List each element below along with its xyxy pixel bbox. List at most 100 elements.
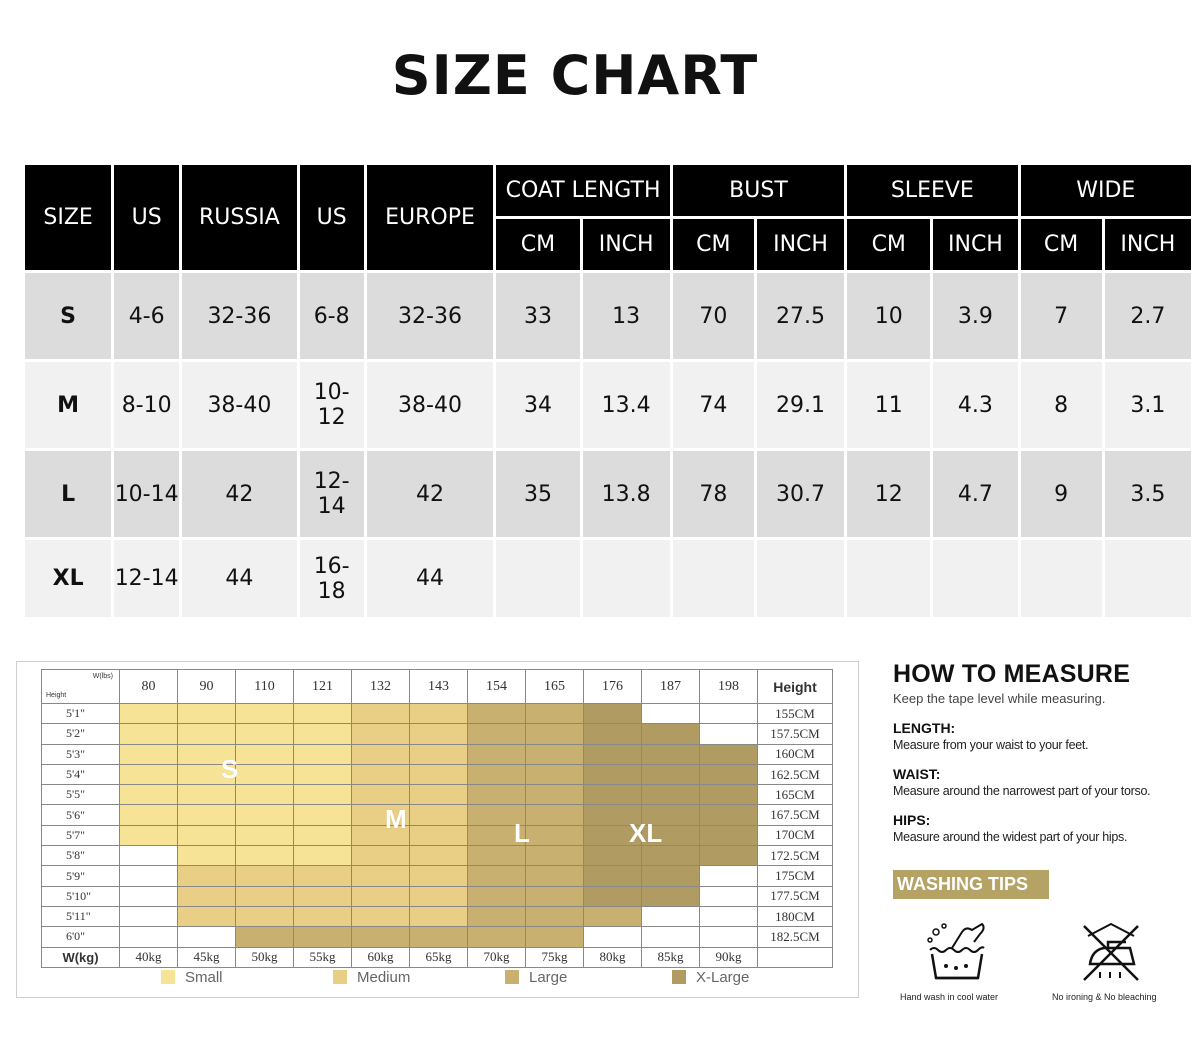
weight-lbs-cell: 154 (467, 669, 526, 704)
hand-wash-icon (927, 922, 985, 980)
table-cell: 32-36 (182, 273, 297, 359)
size-zone-cell-s (119, 784, 178, 806)
corner-cell: W(lbs) Height (41, 669, 120, 704)
size-zone-cell-m (293, 905, 352, 928)
height-weight-table: W(lbs) Height 80 90 110 121 132 143 154 165 176 187… (41, 669, 833, 968)
weight-lbs-cell: 165 (525, 669, 584, 704)
size-zone-cell-xl (583, 763, 642, 786)
table-cell (1104, 540, 1191, 617)
measure-desc-waist: Measure around the narrowest part of you… (893, 784, 1151, 798)
table-cell: 11 (847, 362, 931, 448)
zone-label-l: L (514, 818, 530, 848)
size-zone-cell-l (467, 824, 526, 847)
height-ft-cell: 5'8" (41, 845, 120, 867)
table-cell: 27.5 (756, 273, 845, 359)
size-zone-cell-xl (641, 763, 700, 786)
weight-lbs-cell: 143 (409, 669, 468, 704)
header-size: SIZE (25, 165, 112, 270)
size-zone-cell-s (293, 723, 352, 745)
table-cell: 10 (847, 273, 931, 359)
size-zone-cell-xl (699, 824, 758, 847)
size-zone-cell-m (235, 885, 294, 907)
size-zone-cell-xl (583, 784, 642, 806)
table-cell: 44 (366, 540, 494, 617)
table-cell: 8-10 (114, 362, 180, 448)
size-zone-cell-xl (583, 885, 642, 907)
page-title: SIZE CHART (391, 44, 759, 107)
empty-cell (641, 905, 700, 928)
size-zone-cell-m (177, 905, 236, 928)
height-row: 5'6" 167.5CM (41, 804, 833, 826)
size-zone-cell-m (351, 865, 410, 887)
header-cm: CM (847, 219, 931, 270)
table-cell: 70 (672, 273, 754, 359)
header-sleeve: SLEEVE (847, 165, 1018, 216)
size-zone-cell-s (235, 845, 294, 867)
empty-cell (641, 926, 700, 948)
header-wide: WIDE (1020, 165, 1191, 216)
size-zone-cell-s (293, 804, 352, 826)
table-cell: 2.7 (1104, 273, 1191, 359)
size-zone-cell-m (409, 784, 468, 806)
corner-height-label: Height (46, 692, 67, 699)
weight-kg-cell: 80kg (583, 946, 642, 968)
weight-kg-cell: 70kg (467, 946, 526, 968)
size-zone-cell-xl (641, 885, 700, 907)
size-zone-cell-xl (699, 804, 758, 826)
size-zone-cell-xl (699, 784, 758, 806)
how-to-measure-subtitle: Keep the tape level while measuring. (893, 691, 1106, 706)
size-zone-cell-l (525, 784, 584, 806)
table-cell: 42 (182, 451, 297, 537)
size-zone-cell-l (467, 763, 526, 786)
size-zone-cell-m (293, 885, 352, 907)
table-cell (672, 540, 754, 617)
size-zone-cell-m (351, 723, 410, 745)
weight-kg-cell: 60kg (351, 946, 410, 968)
height-cm-cell: 170CM (757, 824, 833, 847)
size-zone-cell-l (467, 926, 526, 948)
size-zone-cell-s (177, 824, 236, 847)
size-zone-cell-l (525, 926, 584, 948)
table-cell: 7 (1020, 273, 1102, 359)
size-zone-cell-m (351, 845, 410, 867)
size-zone-cell-xl (583, 824, 642, 847)
header-bust: BUST (672, 165, 845, 216)
header-us: US (114, 165, 180, 270)
legend-label: X-Large (696, 968, 750, 986)
height-cm-cell: 175CM (757, 865, 833, 887)
height-ft-cell: 5'2" (41, 723, 120, 745)
size-zone-cell-l (525, 845, 584, 867)
table-cell (582, 540, 670, 617)
weight-lbs-cell: 110 (235, 669, 294, 704)
height-cm-cell: 162.5CM (757, 763, 833, 786)
size-zone-cell-l (409, 926, 468, 948)
table-cell: 4.7 (933, 451, 1018, 537)
height-cm-cell: 182.5CM (757, 926, 833, 948)
size-zone-cell-m (351, 784, 410, 806)
size-zone-cell-xl (641, 743, 700, 765)
height-cm-cell: 177.5CM (757, 885, 833, 907)
size-zone-cell-l (235, 926, 294, 948)
size-zone-cell-m (351, 804, 410, 826)
height-cm-cell: 165CM (757, 784, 833, 806)
legend-item-medium: Medium (333, 967, 410, 987)
size-zone-cell-m (409, 865, 468, 887)
size-zone-cell-m (409, 824, 468, 847)
size-zone-cell-xl (583, 865, 642, 887)
header-inch: INCH (933, 219, 1018, 270)
weight-lbs-cell: 198 (699, 669, 758, 704)
size-zone-cell-s (119, 804, 178, 826)
measure-label-hips: HIPS: (893, 812, 931, 828)
size-zone-cell-m (351, 885, 410, 907)
size-zone-cell-s (119, 763, 178, 786)
size-zone-cell-s (119, 723, 178, 745)
table-cell (496, 540, 580, 617)
header-cm: CM (1020, 219, 1102, 270)
header-russia: RUSSIA (182, 165, 297, 270)
height-ft-cell: 5'4" (41, 763, 120, 786)
size-zone-cell-s (177, 804, 236, 826)
table-cell (933, 540, 1018, 617)
table-cell: 4.3 (933, 362, 1018, 448)
legend-swatch-small (161, 970, 175, 984)
table-cell: 35 (496, 451, 580, 537)
